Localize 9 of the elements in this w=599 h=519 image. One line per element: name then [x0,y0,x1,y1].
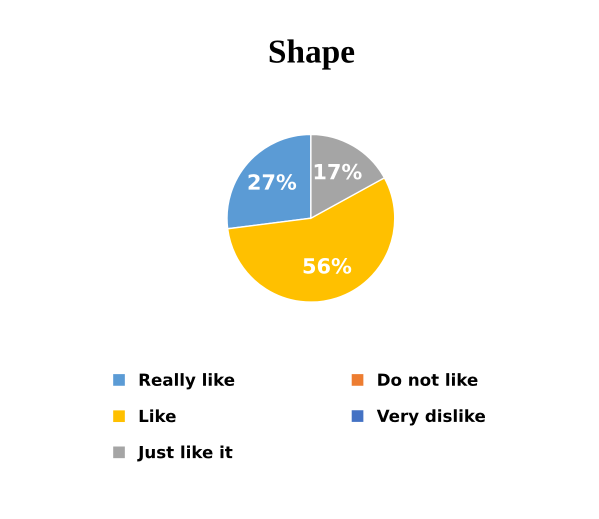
data-label: 17% [314,164,362,180]
legend-label: Just like it [137,446,232,462]
legend-label: Very dislike [376,409,486,426]
data-label: 27% [248,174,296,190]
data-label: 56% [304,258,352,274]
legend-label: Really like [140,373,234,390]
legend-label: Like [140,409,176,422]
legend-label: Do not like [378,373,478,386]
chart-title: Shape [270,39,354,70]
